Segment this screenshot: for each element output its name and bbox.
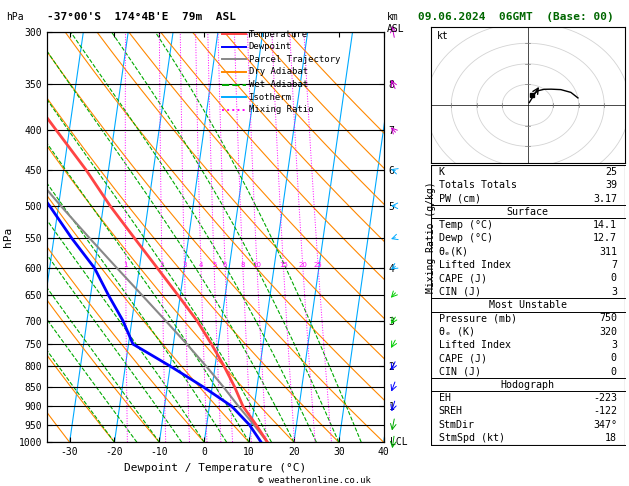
Text: © weatheronline.co.uk: © weatheronline.co.uk: [258, 475, 371, 485]
Text: CAPE (J): CAPE (J): [438, 273, 487, 283]
Text: -122: -122: [593, 406, 617, 417]
Text: CIN (J): CIN (J): [438, 287, 481, 296]
Text: -37°00'S  174°4B'E  79m  ASL: -37°00'S 174°4B'E 79m ASL: [47, 12, 236, 22]
Text: Temperature: Temperature: [248, 30, 308, 38]
Text: Most Unstable: Most Unstable: [489, 300, 567, 310]
X-axis label: Dewpoint / Temperature (°C): Dewpoint / Temperature (°C): [125, 463, 306, 473]
Text: CAPE (J): CAPE (J): [438, 353, 487, 363]
Text: 25: 25: [605, 167, 617, 177]
Text: 1: 1: [123, 262, 128, 268]
Text: 7: 7: [611, 260, 617, 270]
Text: Dewp (°C): Dewp (°C): [438, 233, 493, 243]
Text: 8: 8: [241, 262, 245, 268]
Text: Isotherm: Isotherm: [248, 93, 292, 102]
Text: θₑ(K): θₑ(K): [438, 247, 469, 257]
Text: 3: 3: [611, 287, 617, 296]
Text: 12.7: 12.7: [593, 233, 617, 243]
Text: Lifted Index: Lifted Index: [438, 260, 511, 270]
Text: 3: 3: [611, 340, 617, 350]
Text: 5: 5: [212, 262, 216, 268]
Text: EH: EH: [438, 393, 450, 403]
Text: 09.06.2024  06GMT  (Base: 00): 09.06.2024 06GMT (Base: 00): [418, 12, 614, 22]
Text: Totals Totals: Totals Totals: [438, 180, 516, 190]
Text: -223: -223: [593, 393, 617, 403]
Text: Surface: Surface: [507, 207, 548, 217]
Text: 18: 18: [605, 433, 617, 443]
Text: StmSpd (kt): StmSpd (kt): [438, 433, 504, 443]
Text: 0: 0: [611, 353, 617, 363]
Text: 10: 10: [252, 262, 262, 268]
Text: 0: 0: [611, 366, 617, 377]
Text: kt: kt: [437, 31, 448, 41]
Y-axis label: hPa: hPa: [3, 227, 13, 247]
Text: CIN (J): CIN (J): [438, 366, 481, 377]
Text: θₑ (K): θₑ (K): [438, 327, 475, 337]
Text: 311: 311: [599, 247, 617, 257]
Text: 25: 25: [314, 262, 323, 268]
Text: Mixing Ratio (g/kg): Mixing Ratio (g/kg): [426, 181, 436, 293]
Text: Parcel Trajectory: Parcel Trajectory: [248, 55, 340, 64]
Text: 4: 4: [199, 262, 203, 268]
Text: Wet Adiabat: Wet Adiabat: [248, 80, 308, 89]
Text: hPa: hPa: [6, 12, 24, 22]
Text: Lifted Index: Lifted Index: [438, 340, 511, 350]
Text: 320: 320: [599, 327, 617, 337]
Text: 39: 39: [605, 180, 617, 190]
Text: 2: 2: [160, 262, 164, 268]
Text: 750: 750: [599, 313, 617, 323]
Text: K: K: [438, 167, 445, 177]
Text: km
ASL: km ASL: [387, 12, 404, 34]
Text: PW (cm): PW (cm): [438, 193, 481, 204]
Text: 20: 20: [298, 262, 308, 268]
Text: LCL: LCL: [391, 437, 408, 447]
Text: 15: 15: [279, 262, 288, 268]
Text: 14.1: 14.1: [593, 220, 617, 230]
Text: StmDir: StmDir: [438, 420, 475, 430]
Text: Hodograph: Hodograph: [501, 380, 555, 390]
Text: 3.17: 3.17: [593, 193, 617, 204]
Text: Pressure (mb): Pressure (mb): [438, 313, 516, 323]
Text: Mixing Ratio: Mixing Ratio: [248, 105, 313, 114]
Text: Dewpoint: Dewpoint: [248, 42, 292, 51]
Text: Dry Adiabat: Dry Adiabat: [248, 68, 308, 76]
Text: 347°: 347°: [593, 420, 617, 430]
FancyBboxPatch shape: [431, 165, 625, 445]
Text: 3: 3: [182, 262, 187, 268]
Text: 0: 0: [611, 273, 617, 283]
Text: Temp (°C): Temp (°C): [438, 220, 493, 230]
Text: SREH: SREH: [438, 406, 462, 417]
Text: 6: 6: [223, 262, 228, 268]
